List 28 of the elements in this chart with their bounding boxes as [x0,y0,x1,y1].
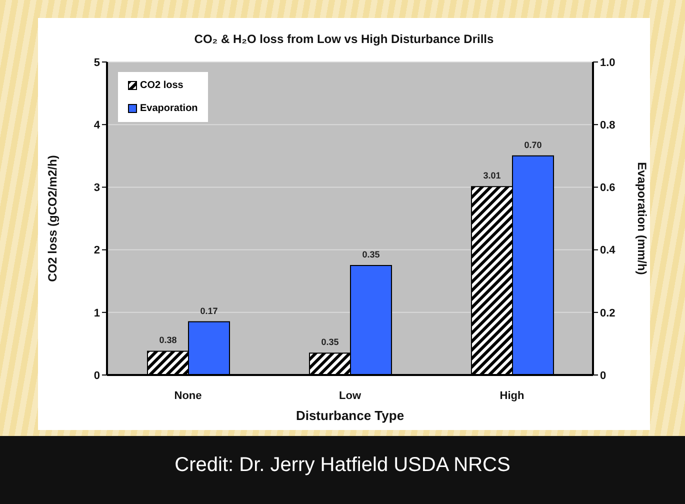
y-tick-label: 4 [94,120,101,132]
y2-tick-label: 0.6 [600,182,616,194]
y2-tick-label: 0 [600,370,606,382]
y-tick-label: 2 [94,244,100,257]
y2-axis-title: Evaporation (mm/h) [634,162,649,275]
data-label: 0.35 [321,337,339,348]
x-tick-label: High [500,390,524,402]
y2-tick-label: 1.0 [600,56,616,69]
data-label: 0.17 [200,306,218,316]
data-label: 0.38 [159,335,177,346]
x-axis-title: Disturbance Type [296,408,404,423]
legend-label: Evaporation [140,103,198,114]
y2-tick-label: 0.2 [600,307,616,320]
y2-tick-label: 0.8 [600,120,616,132]
text: Credit: Dr. Jerry Hatfield USDA NRCS [0,436,685,504]
data-label: 0.70 [524,140,542,150]
legend-label: CO2 loss [140,80,184,91]
data-label: 0.35 [362,249,380,260]
y2-tick-label: 0.4 [600,244,616,257]
data-label: 3.01 [483,170,501,181]
y-tick-label: 0 [94,370,100,382]
y-axis-title: CO2 loss (gCO2/m2/h) [45,155,60,282]
x-tick-label: None [174,390,202,402]
y-tick-label: 1 [94,307,100,320]
y-tick-label: 5 [94,56,100,69]
chart-title: CO₂ & H₂O loss from Low vs High Disturbance Drills [193,32,495,46]
x-tick-label: Low [339,390,362,402]
y-tick-label: 3 [94,182,100,194]
